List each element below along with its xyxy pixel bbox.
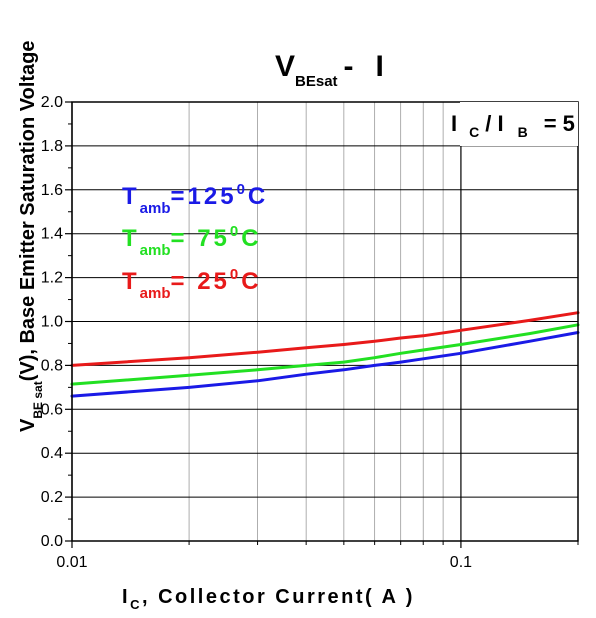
legend-75-sup: 0 (230, 223, 241, 240)
annotation-b-sub: B (518, 124, 528, 140)
chart-title: VBEsat - I (275, 50, 384, 90)
y-tick-label: 0.0 (41, 533, 63, 550)
x-axis-label: IC, Collector Current( A ) (122, 586, 415, 612)
y-tick-label: 1.2 (41, 270, 63, 287)
legend-25-value: = 25 (171, 268, 230, 295)
legend-125-value: =125 (171, 183, 237, 210)
annotation-text: I C / I B = 5 (451, 111, 575, 140)
title-i: I (376, 50, 384, 83)
series-line-1 (70, 323, 580, 386)
x-label-i: I (122, 586, 130, 608)
x-tick-label: 0.1 (450, 554, 472, 571)
legend-125-sub: amb (140, 200, 171, 217)
y-label-subscript: BE sat (31, 381, 45, 418)
annotation-i: I (451, 111, 457, 136)
y-label-rest: (V), Base Emitter Saturation Voltage (17, 40, 39, 381)
legend-75-t: T (122, 225, 140, 252)
legend-75-value: = 75 (171, 225, 230, 252)
x-tick-label: 0.01 (56, 554, 87, 571)
annotation-box (460, 102, 578, 146)
legend-125-t: T (122, 183, 140, 210)
y-tick-label: 1.8 (41, 138, 63, 155)
legend-entry-125: Tamb=1250C (122, 181, 268, 217)
series-line-0 (70, 331, 580, 398)
legend-75-sub: amb (140, 242, 171, 259)
tick-labels: 0.0 0.2 0.4 0.6 0.8 1.0 1.2 1.4 1.6 1.8 2.0 0.01 0.1 (41, 94, 472, 571)
legend-25-sup: 0 (230, 266, 241, 283)
y-label-v: V (17, 418, 39, 432)
y-tick-label: 0.2 (41, 489, 63, 506)
legend-entry-25: Tamb= 250C (122, 266, 262, 302)
y-tick-label: 1.0 (41, 314, 63, 331)
y-tick-label: 0.8 (41, 357, 63, 374)
grid (71, 101, 579, 542)
title-v-subscript: BEsat (295, 73, 338, 90)
title-v: V (275, 50, 295, 83)
legend-25-t: T (122, 268, 140, 295)
legend-75-unit: C (241, 225, 261, 252)
title-dash: - (344, 50, 354, 83)
x-label-subscript: C (130, 597, 142, 612)
y-tick-label: 0.6 (41, 401, 63, 418)
legend-25-sub: amb (140, 285, 171, 302)
annotation-c-sub: C (469, 124, 479, 140)
y-tick-label: 2.0 (41, 94, 63, 111)
legend-125-unit: C (248, 183, 268, 210)
legend-125-sup: 0 (237, 181, 248, 198)
axes (65, 101, 579, 548)
y-axis-label: VBE sat(V), Base Emitter Saturation Volt… (17, 40, 45, 432)
annotation-slash-i: / I (485, 111, 503, 136)
y-tick-label: 0.4 (41, 445, 63, 462)
y-tick-label: 1.6 (41, 182, 63, 199)
series-line-2 (70, 311, 580, 367)
x-label-rest: , Collector Current( A ) (142, 586, 415, 608)
legend-entry-75: Tamb= 750C (122, 223, 262, 259)
y-tick-label: 1.4 (41, 226, 63, 243)
series-lines (70, 311, 580, 398)
legend-25-unit: C (241, 268, 261, 295)
annotation-equals: = 5 (544, 111, 575, 136)
